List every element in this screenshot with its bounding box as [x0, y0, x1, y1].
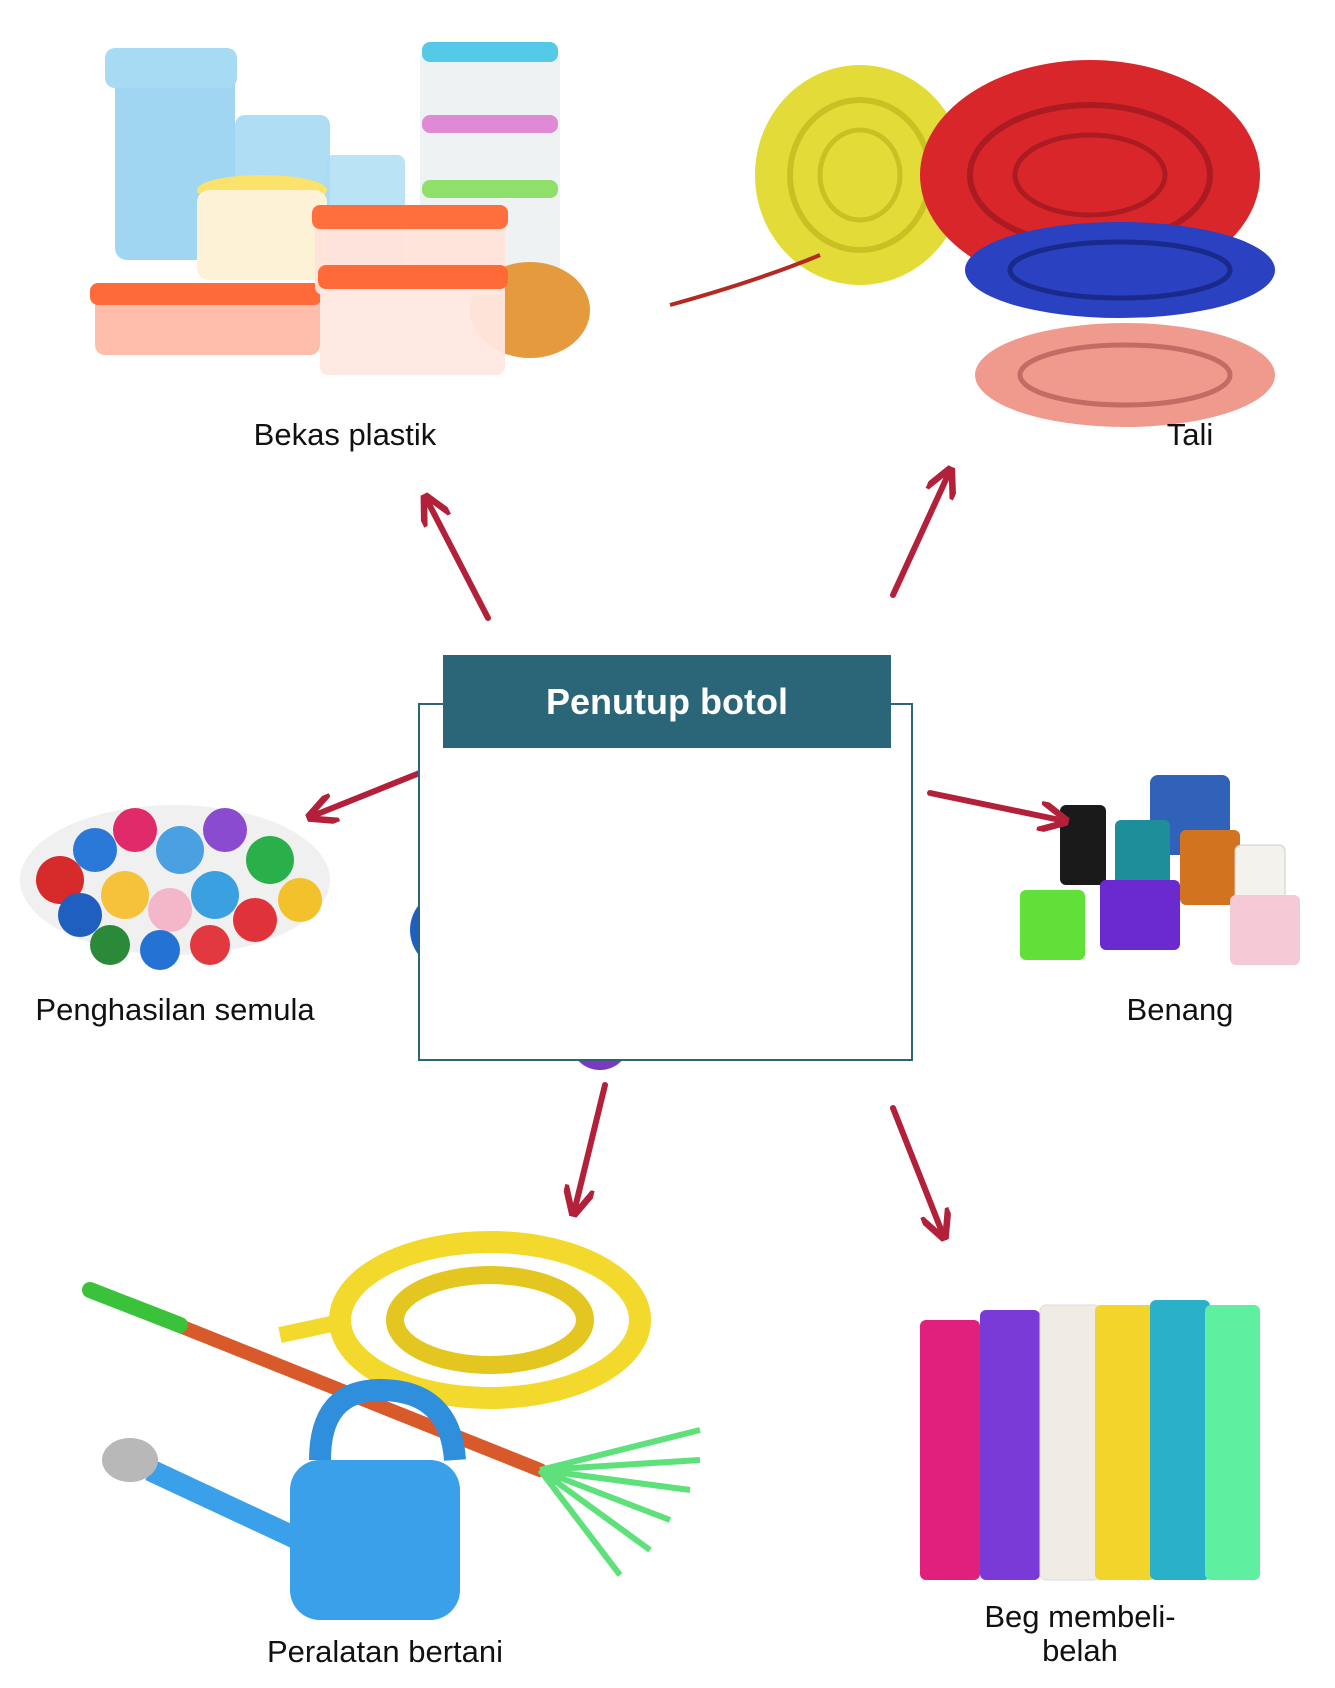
label-rope: Tali	[1166, 417, 1214, 452]
label-containers: Bekas plastik	[253, 417, 437, 452]
label-garden: Peralatan bertani	[266, 1634, 504, 1669]
arrow-to-thread	[927, 790, 1060, 820]
arrow-to-recycled	[315, 765, 435, 815]
label-thread: Benang	[1126, 992, 1234, 1027]
arrow-to-garden	[575, 1082, 608, 1208]
label-recycled: Penghasilan semula	[35, 992, 315, 1027]
arrow-to-containers	[428, 502, 491, 621]
center-image-frame	[418, 703, 913, 1061]
thread-spools-icon	[1020, 775, 1300, 965]
plastic-containers-icon	[90, 42, 590, 375]
center-title: Penutup botol	[443, 655, 891, 748]
rope-coils-icon	[669, 60, 1275, 427]
shopping-bags-icon	[920, 1300, 1260, 1581]
recycled-caps-icon	[20, 805, 330, 970]
arrow-to-bags	[890, 1105, 942, 1232]
arrows	[315, 475, 1060, 1232]
label-bags: Beg membeli-belah	[984, 1599, 1176, 1668]
garden-tools-icon	[82, 1231, 701, 1620]
arrow-to-rope	[890, 475, 948, 598]
